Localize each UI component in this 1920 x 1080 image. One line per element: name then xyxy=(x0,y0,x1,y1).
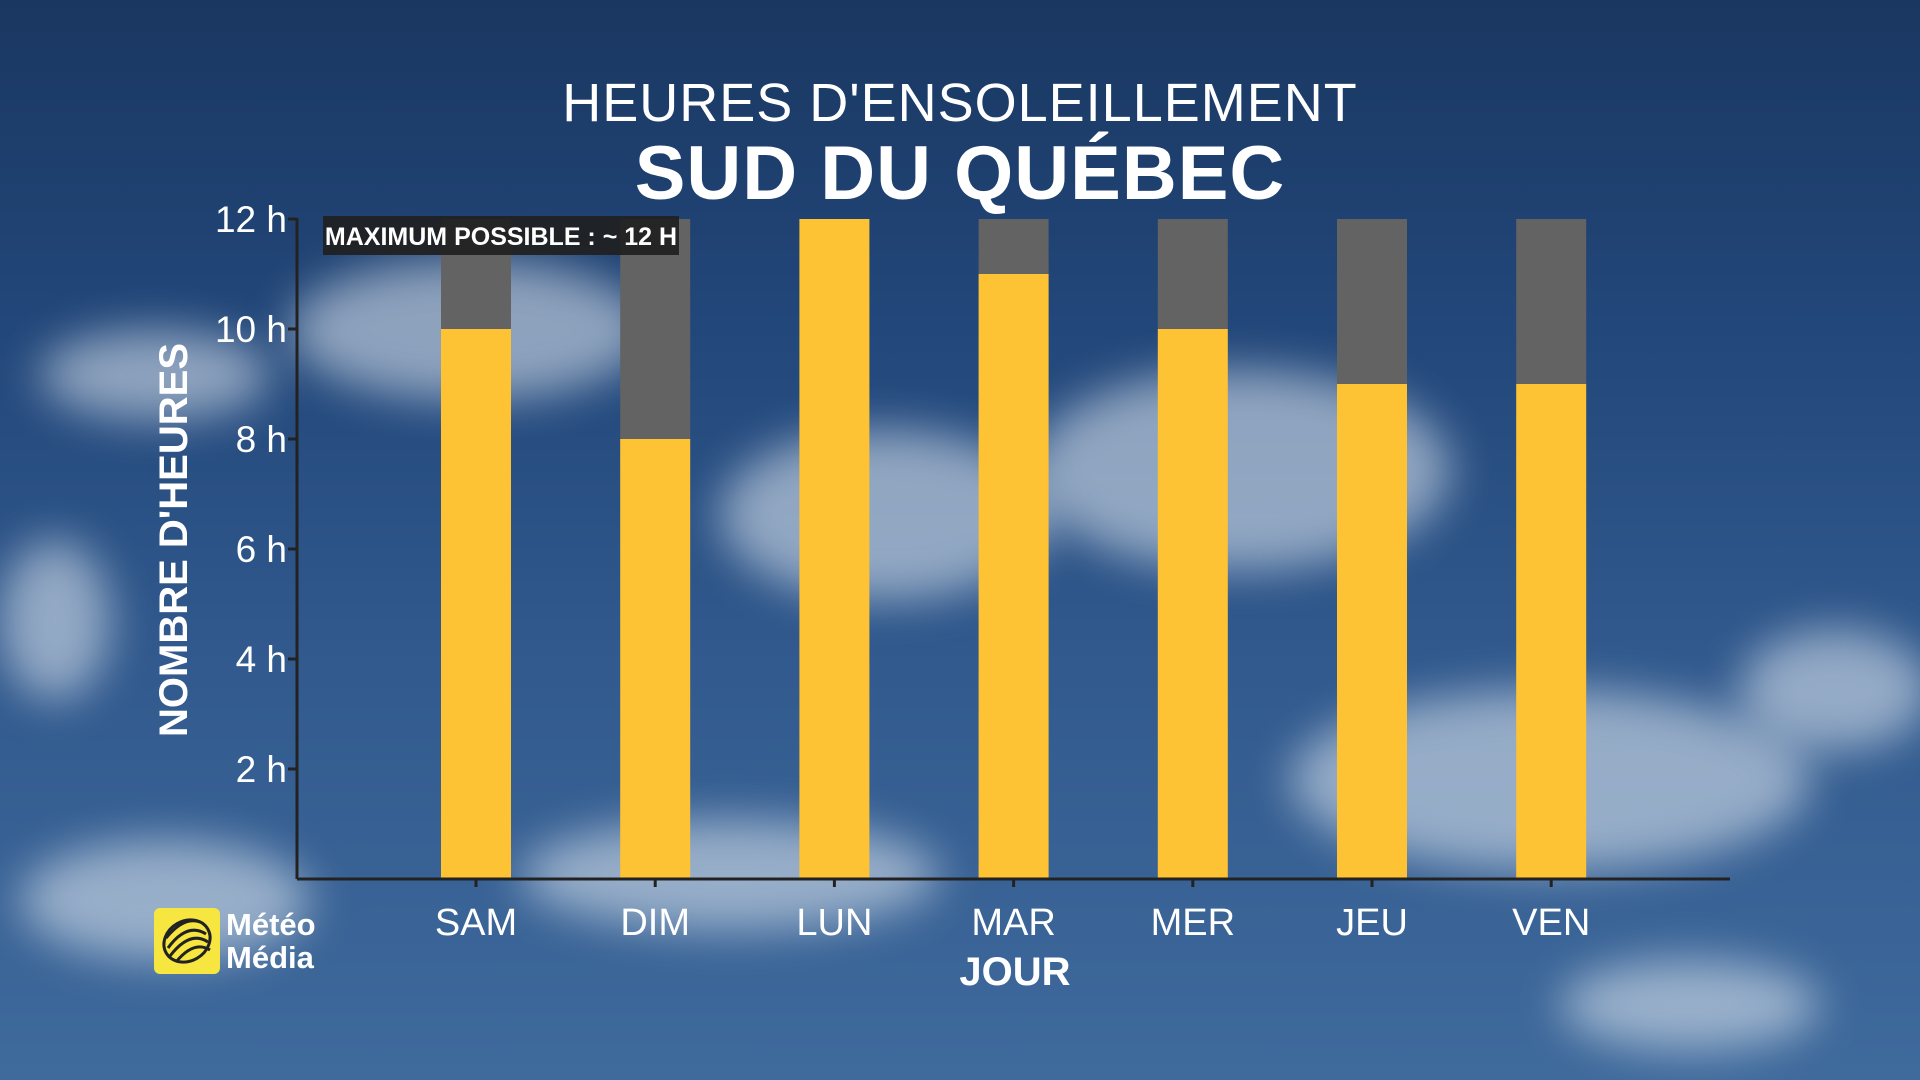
x-tick-label: VEN xyxy=(1512,902,1590,944)
bar-sunshine-ven xyxy=(1516,384,1587,879)
logo-text: Météo Média xyxy=(226,908,316,974)
chart-subtitle: SUD DU QUÉBEC xyxy=(634,131,1286,216)
y-tick-label: 8 h xyxy=(236,419,287,460)
x-tick-label: MER xyxy=(1151,902,1235,944)
x-tick-label: JEU xyxy=(1336,902,1408,944)
bar-sunshine-sam xyxy=(441,329,511,879)
bar-remaining-dim xyxy=(620,219,691,439)
x-tick-label: MAR xyxy=(971,902,1055,944)
logo-line-2: Média xyxy=(226,940,314,975)
bar-sunshine-jeu xyxy=(1337,384,1407,879)
bar-remaining-ven xyxy=(1516,219,1587,384)
y-tick-label: 12 h xyxy=(215,199,287,240)
y-tick-label: 10 h xyxy=(215,309,287,350)
annotation-box: MAXIMUM POSSIBLE : ~ 12 H xyxy=(323,216,679,255)
x-tick-label: SAM xyxy=(435,902,517,944)
x-tick-label: DIM xyxy=(620,902,690,944)
bars-layer xyxy=(441,219,1587,879)
x-tick-label: LUN xyxy=(796,902,872,944)
y-tick-label: 6 h xyxy=(236,529,287,570)
bar-remaining-mar xyxy=(978,219,1049,274)
globe-icon xyxy=(154,908,220,974)
cloud xyxy=(1740,630,1920,750)
y-tick-label: 4 h xyxy=(236,639,287,680)
y-tick-label: 2 h xyxy=(236,749,287,790)
annotation-text: MAXIMUM POSSIBLE : ~ 12 H xyxy=(325,223,677,251)
cloud xyxy=(1560,960,1820,1050)
bar-sunshine-mar xyxy=(978,274,1049,879)
ticks-layer: SAM DIM LUN MAR MER JEU VEN 2 h 4 h 6 h 8 h 10 h 12 … xyxy=(215,199,1590,944)
bar-remaining-jeu xyxy=(1337,219,1407,384)
meteomedia-logo: Météo Média xyxy=(154,906,334,978)
bar-sunshine-dim xyxy=(620,439,691,879)
logo-line-1: Météo xyxy=(226,907,316,942)
bar-sunshine-mer xyxy=(1157,329,1228,879)
bar-sunshine-lun xyxy=(799,219,870,879)
cloud xyxy=(0,540,110,700)
bar-remaining-mer xyxy=(1157,219,1228,329)
cloud xyxy=(40,330,270,420)
chart-title: HEURES D'ENSOLEILLEMENT xyxy=(562,73,1358,133)
x-axis-label: JOUR xyxy=(959,950,1070,994)
y-axis-label: NOMBRE D'HEURES xyxy=(152,343,196,737)
cloud xyxy=(520,820,940,930)
